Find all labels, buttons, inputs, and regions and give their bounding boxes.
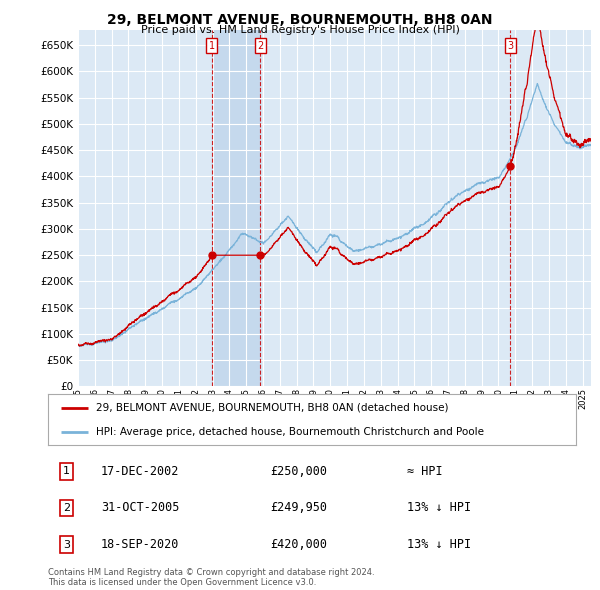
Text: 1: 1	[63, 466, 70, 476]
Text: 1: 1	[209, 41, 215, 51]
Text: £420,000: £420,000	[270, 538, 327, 551]
Text: £249,950: £249,950	[270, 502, 327, 514]
Text: 2: 2	[257, 41, 263, 51]
Text: Price paid vs. HM Land Registry's House Price Index (HPI): Price paid vs. HM Land Registry's House …	[140, 25, 460, 35]
Text: 2: 2	[63, 503, 70, 513]
Text: 29, BELMONT AVENUE, BOURNEMOUTH, BH8 0AN (detached house): 29, BELMONT AVENUE, BOURNEMOUTH, BH8 0AN…	[95, 402, 448, 412]
Text: 17-DEC-2002: 17-DEC-2002	[101, 465, 179, 478]
Text: 3: 3	[508, 41, 514, 51]
Text: 3: 3	[63, 540, 70, 550]
Text: 13% ↓ HPI: 13% ↓ HPI	[407, 538, 471, 551]
Bar	[212, 30, 260, 386]
Text: 29, BELMONT AVENUE, BOURNEMOUTH, BH8 0AN: 29, BELMONT AVENUE, BOURNEMOUTH, BH8 0AN	[107, 13, 493, 27]
Text: 18-SEP-2020: 18-SEP-2020	[101, 538, 179, 551]
Text: 31-OCT-2005: 31-OCT-2005	[101, 502, 179, 514]
Text: 13% ↓ HPI: 13% ↓ HPI	[407, 502, 471, 514]
Text: £250,000: £250,000	[270, 465, 327, 478]
Text: Contains HM Land Registry data © Crown copyright and database right 2024.
This d: Contains HM Land Registry data © Crown c…	[48, 568, 374, 587]
Text: ≈ HPI: ≈ HPI	[407, 465, 443, 478]
Text: HPI: Average price, detached house, Bournemouth Christchurch and Poole: HPI: Average price, detached house, Bour…	[95, 428, 484, 437]
